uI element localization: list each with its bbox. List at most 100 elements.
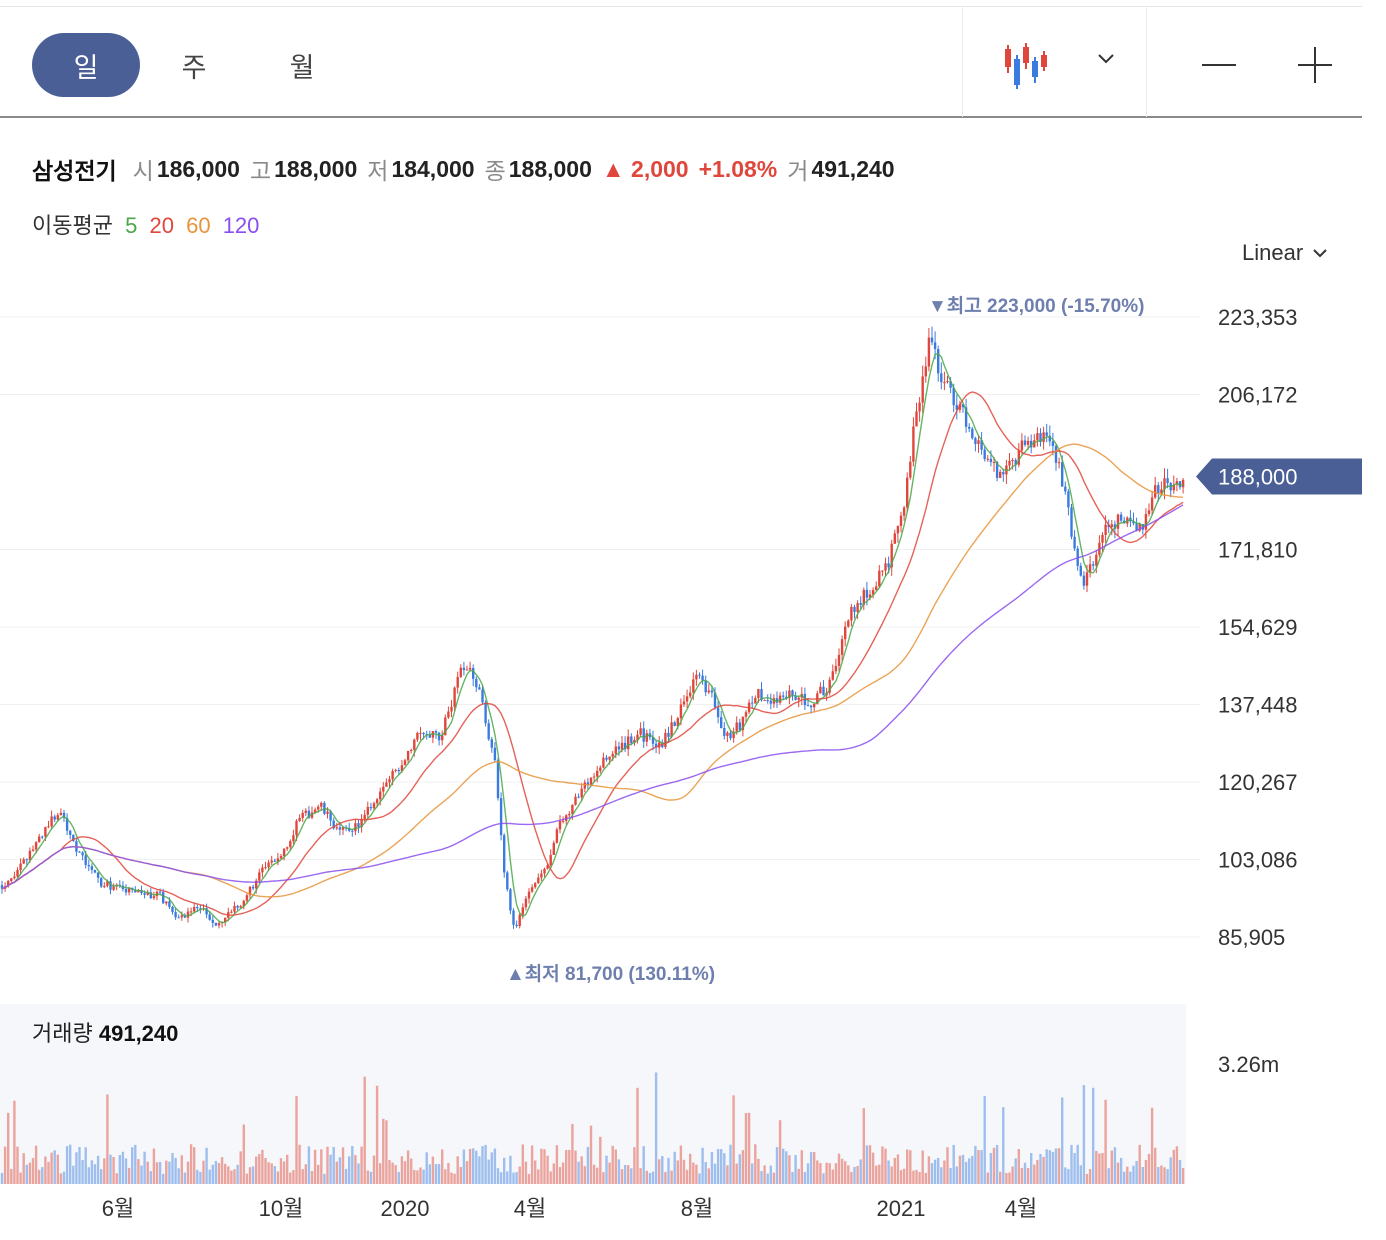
candle-body (419, 732, 422, 734)
volume-bar (400, 1156, 404, 1184)
candle-body (276, 858, 280, 862)
volume-bar (134, 1144, 137, 1184)
volume-bar (487, 1159, 490, 1184)
candle-body (16, 869, 19, 877)
period-tab-month[interactable]: 월 (289, 52, 315, 83)
candle-body (248, 886, 252, 896)
candle-body (304, 810, 307, 813)
candle-body (782, 695, 785, 697)
volume-bar (59, 1173, 63, 1184)
candle-body (329, 811, 332, 821)
candle-body (822, 686, 825, 696)
candle-body (87, 864, 90, 867)
candle-body (909, 461, 912, 478)
volume-bar (177, 1168, 180, 1184)
volume-bar (561, 1162, 565, 1184)
volume-bar (906, 1149, 909, 1184)
volume-bar (661, 1156, 664, 1184)
volume-bar (571, 1123, 574, 1184)
quote-summary: 삼성전기 시 186,000 고 188,000 저 184,000 종 188… (32, 152, 905, 186)
candle-body (400, 765, 404, 772)
candle-body (902, 507, 906, 516)
candle-body (391, 771, 394, 780)
candle-body (1138, 524, 1141, 531)
candle-body (81, 852, 84, 856)
candle-body (906, 477, 909, 508)
candle-body (989, 458, 993, 463)
volume-bar (224, 1163, 227, 1184)
candlestick-icon[interactable] (1000, 43, 1060, 93)
candle-body (834, 665, 838, 672)
volume-bar (639, 1168, 642, 1184)
candle-body (518, 914, 521, 927)
volume-bar (481, 1146, 484, 1184)
volume-bar (444, 1169, 447, 1184)
candle-body (62, 812, 66, 818)
minus-icon[interactable] (1200, 45, 1240, 85)
volume-bar (478, 1156, 481, 1184)
candle-body (1045, 432, 1048, 436)
candle-body (152, 896, 156, 899)
candle-body (856, 603, 859, 612)
period-tab-day[interactable]: 일 (32, 33, 140, 97)
candle-body (459, 667, 462, 677)
scale-selector[interactable]: Linear (1242, 240, 1329, 266)
y-tick-label: 103,086 (1218, 848, 1298, 873)
volume-bar (41, 1167, 44, 1184)
volume-bar (382, 1118, 385, 1184)
volume-bar (1023, 1162, 1027, 1184)
candle-body (958, 404, 962, 410)
volume-bar (357, 1163, 360, 1184)
candle-body (977, 440, 980, 444)
candle-body (887, 563, 890, 568)
candle-body (766, 700, 769, 702)
volume-bar (450, 1172, 453, 1184)
candle-body (34, 842, 38, 850)
volume-bar (0, 1172, 4, 1184)
candle-body (258, 872, 261, 881)
volume-bar (645, 1170, 648, 1184)
candle-body (1150, 497, 1154, 511)
close-value: 188,000 (508, 155, 592, 182)
candle-body (862, 589, 865, 605)
candle-body (552, 842, 555, 855)
volume-bar (530, 1145, 534, 1184)
candle-body (1054, 446, 1058, 463)
candle-body (1132, 521, 1135, 524)
candle-body (1079, 565, 1082, 576)
period-tab-week[interactable]: 주 (181, 52, 207, 83)
volume-bar (397, 1171, 400, 1184)
candle-body (1085, 572, 1089, 586)
candle-body (264, 867, 267, 869)
candle-body (546, 865, 549, 869)
candle-body (642, 728, 645, 742)
volume-bar (782, 1148, 785, 1184)
candle-body (416, 732, 419, 740)
volume-bar (980, 1150, 983, 1184)
volume-bar (822, 1173, 825, 1184)
candle-body (369, 806, 373, 809)
volume-bar (512, 1172, 515, 1184)
chevron-down-icon[interactable] (1094, 47, 1118, 71)
volume-bar (354, 1155, 357, 1184)
candle-body (744, 712, 748, 717)
volume-bar (602, 1172, 605, 1184)
candle-body (307, 810, 311, 818)
volume-bar (744, 1112, 748, 1184)
candle-body (760, 689, 763, 701)
candle-body (679, 704, 683, 719)
volume-bar (50, 1152, 53, 1184)
candle-body (871, 590, 875, 595)
volume-bar (388, 1160, 391, 1184)
volume-bar (670, 1170, 673, 1184)
candle-body (1042, 432, 1045, 443)
moving-average-line-60 (1, 443, 1184, 898)
candle-body (1172, 484, 1175, 491)
volume-bar (75, 1152, 78, 1184)
y-tick-label: 154,629 (1218, 615, 1298, 640)
plus-icon[interactable] (1296, 45, 1336, 85)
volume-bar (1132, 1165, 1135, 1184)
volume-bar (937, 1157, 940, 1184)
candle-body (13, 876, 16, 879)
